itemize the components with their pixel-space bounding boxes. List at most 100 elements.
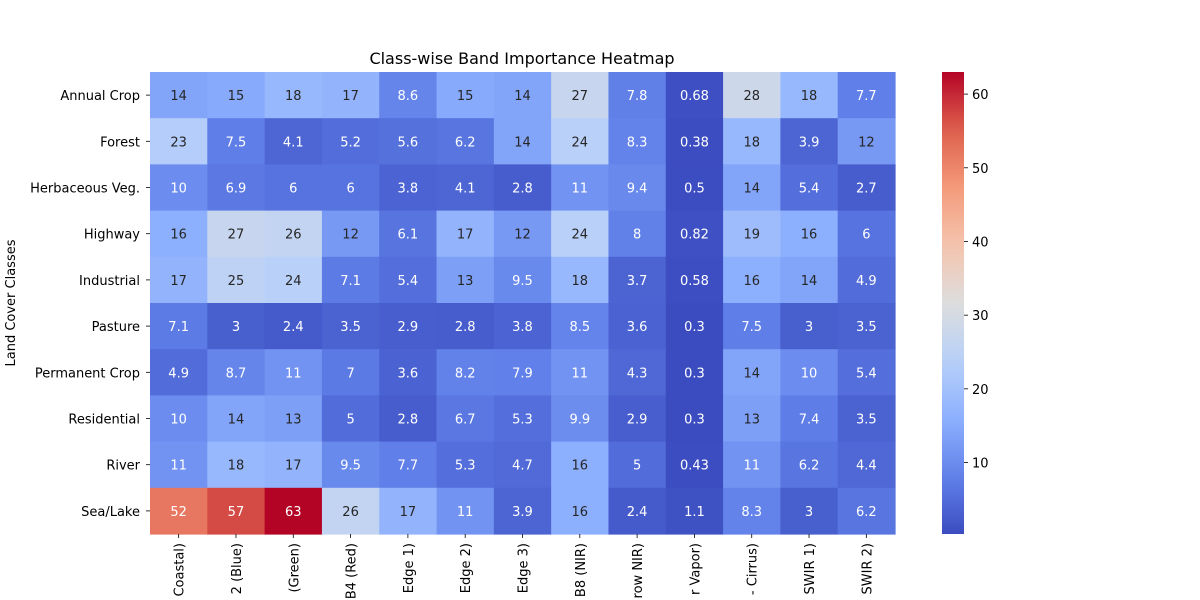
cell-value-label: 6 (862, 228, 870, 243)
heatmap-cell (436, 441, 495, 489)
heatmap-cell (608, 256, 667, 304)
cell-value-label: 16 (572, 505, 589, 520)
heatmap-cell (379, 349, 438, 396)
colorbar-tick-label: 50 (972, 162, 989, 177)
y-tick-label: Sea/Lake (81, 505, 140, 520)
heatmap-cell (723, 210, 781, 258)
x-tick-label: Edge 3) (517, 543, 532, 593)
cell-value-label: 0.5 (684, 182, 705, 197)
cell-value-label: 3.6 (627, 320, 648, 335)
heatmap-cell (608, 164, 667, 212)
heatmap-cell (608, 118, 667, 165)
heatmap-cell (837, 164, 896, 212)
cell-value-label: 15 (228, 89, 245, 104)
heatmap-cell (150, 349, 208, 396)
cell-value-label: 17 (170, 274, 187, 289)
heatmap-cell (207, 164, 266, 212)
heatmap-cell (150, 118, 208, 165)
cell-value-label: 5.4 (799, 182, 820, 197)
cell-value-label: 5.4 (398, 274, 419, 289)
cell-value-label: 7.4 (799, 413, 820, 428)
heatmap-cell (837, 487, 896, 535)
x-tick-label: Edge 1) (402, 543, 417, 593)
cell-value-label: 5.6 (398, 135, 419, 150)
heatmap-cell (436, 72, 495, 119)
heatmap-cell (780, 349, 839, 396)
heatmap-cell (493, 164, 552, 212)
cell-value-label: 10 (170, 182, 187, 197)
heatmap-cell (551, 118, 610, 165)
colorbar-tick-label: 30 (972, 309, 989, 324)
heatmap-cell (436, 487, 495, 535)
heatmap-cell (608, 72, 667, 119)
cell-value-label: 14 (743, 366, 760, 381)
heatmap-cell (264, 441, 323, 489)
x-tick-label: SWIR 1) (803, 543, 818, 594)
heatmap-cell (436, 210, 495, 258)
cell-value-label: 3.5 (856, 413, 877, 428)
cell-value-label: 6 (346, 182, 354, 197)
heatmap-cell (608, 303, 667, 350)
heatmap-cell (665, 349, 724, 396)
cell-value-label: 8.5 (569, 320, 590, 335)
colorbar-tick-label: 60 (972, 88, 989, 103)
heatmap-cell (723, 349, 781, 396)
heatmap-cell (551, 303, 610, 350)
heatmap-cell (608, 349, 667, 396)
cell-value-label: 17 (342, 89, 359, 104)
heatmap-cell (264, 349, 323, 396)
heatmap-cell (150, 303, 208, 350)
heatmap-cell (379, 441, 438, 489)
heatmap-cell (723, 395, 781, 443)
colorbar (942, 72, 964, 534)
cell-value-label: 3.8 (398, 182, 419, 197)
heatmap-cell (665, 441, 724, 489)
heatmap-cell (551, 349, 610, 396)
y-tick-label: Permanent Crop (35, 366, 140, 381)
colorbar-ticks: 10 20 30 40 50 60 (964, 88, 989, 472)
cell-value-label: 6 (289, 182, 297, 197)
heatmap-cell (207, 210, 266, 258)
cell-value-label: 12 (342, 228, 359, 243)
cell-value-label: 3 (805, 505, 813, 520)
cell-value-label: 24 (572, 135, 589, 150)
cell-value-label: 2.9 (627, 413, 648, 428)
cell-value-label: 7 (346, 366, 354, 381)
cell-value-label: 6.2 (799, 459, 820, 474)
heatmap-cell (321, 395, 380, 443)
cell-value-label: 63 (285, 505, 302, 520)
heatmap-cell (150, 487, 208, 535)
cell-value-label: 7.7 (856, 89, 877, 104)
heatmap-cell (723, 118, 781, 165)
cell-value-label: 7.9 (512, 366, 533, 381)
heatmap-cell (780, 256, 839, 304)
cell-value-label: 4.3 (627, 366, 648, 381)
heatmap-cell (665, 395, 724, 443)
x-tick-label: B4 (Red) (345, 543, 360, 599)
cell-value-label: 13 (743, 413, 760, 428)
heatmap-cell (837, 441, 896, 489)
heatmap-cell (665, 256, 724, 304)
heatmap-cell (207, 256, 266, 304)
y-tick-label: Residential (68, 413, 140, 428)
heatmap-cell (723, 256, 781, 304)
cell-value-label: 10 (170, 413, 187, 428)
cell-value-label: 8.3 (627, 135, 648, 150)
x-tick-label: SWIR 2) (860, 543, 875, 594)
heatmap-cell (723, 303, 781, 350)
cell-value-label: 4.1 (455, 182, 476, 197)
cell-value-label: 24 (572, 228, 589, 243)
cell-value-label: 18 (285, 89, 302, 104)
heatmap-cell (264, 164, 323, 212)
heatmap-cell (321, 256, 380, 304)
cell-value-label: 3 (805, 320, 813, 335)
heatmap-cell (493, 210, 552, 258)
cell-value-label: 2.4 (283, 320, 304, 335)
heatmap-cell (207, 441, 266, 489)
cell-value-label: 14 (743, 182, 760, 197)
cell-value-label: 0.3 (684, 320, 705, 335)
heatmap-cell (264, 395, 323, 443)
cell-value-label: 23 (170, 135, 187, 150)
cell-value-label: 14 (228, 413, 245, 428)
cell-value-label: 5.4 (856, 366, 877, 381)
